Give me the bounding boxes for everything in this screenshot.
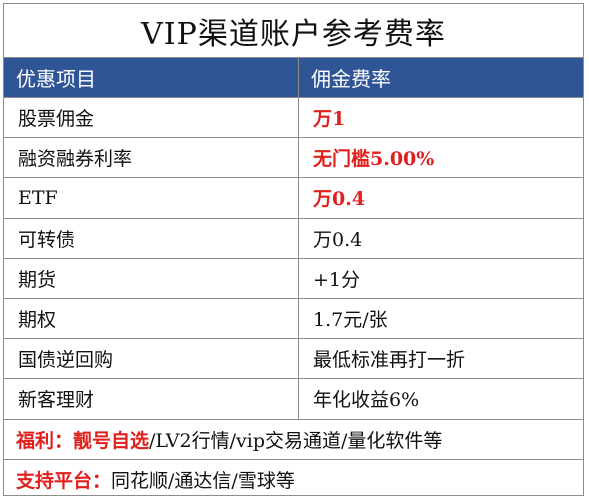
row-rate: 万0.4 [313, 188, 366, 211]
row-rate: 万0.4 [313, 228, 363, 251]
row-item: 国债逆回购 [4, 339, 299, 379]
header-rate-column: 佣金费率 [311, 67, 391, 91]
table-row: 期货 +1分 [4, 258, 583, 299]
platforms-label: 支持平台： [16, 470, 112, 493]
table-row: 国债逆回购 最低标准再打一折 [4, 339, 583, 380]
row-rate: 万1 [313, 108, 346, 131]
benefits-text: /LV2行情/vip交易通道/量化软件等 [149, 429, 443, 452]
table-body: 股票佣金 万1 融资融券利率 无门槛5.00% ETF 万0.4 可转债 万0.… [4, 98, 583, 500]
rate-table: VIP渠道账户参考费率 优惠项目 佣金费率 股票佣金 万1 融资融券利率 无门槛… [3, 3, 584, 496]
row-rate: 无门槛5.00% [313, 148, 435, 171]
benefits-highlight: 靓号自选 [73, 429, 150, 452]
table-row: ETF 万0.4 [4, 178, 583, 219]
row-item: 可转债 [4, 218, 299, 258]
row-item: 融资融券利率 [4, 138, 299, 178]
header-item-column: 优惠项目 [4, 58, 299, 97]
row-rate: 1.7元/张 [313, 309, 388, 332]
table-row: 新客理财 年化收益6% [4, 379, 583, 420]
row-rate: +1分 [313, 268, 361, 291]
row-item: 期货 [4, 258, 299, 298]
row-item: 股票佣金 [4, 98, 299, 138]
benefits-label: 福利： [16, 429, 74, 452]
benefits-row: 福利： 靓号自选/LV2行情/vip交易通道/量化软件等 [4, 420, 583, 460]
platforms-row: 支持平台： 同花顺/通达信/雪球等 [4, 460, 583, 500]
row-item: ETF [4, 178, 299, 218]
row-rate: 年化收益6% [313, 389, 420, 412]
table-row: 可转债 万0.4 [4, 218, 583, 259]
table-title: VIP渠道账户参考费率 [4, 4, 583, 58]
table-row: 融资融券利率 无门槛5.00% [4, 138, 583, 179]
platforms-text: 同花顺/通达信/雪球等 [111, 470, 295, 493]
table-row: 股票佣金 万1 [4, 98, 583, 139]
row-item: 期权 [4, 298, 299, 339]
row-rate: 最低标准再打一折 [313, 349, 466, 372]
table-header: 优惠项目 佣金费率 [4, 58, 583, 98]
row-item: 新客理财 [4, 379, 299, 419]
table-row: 期权 1.7元/张 [4, 298, 583, 340]
